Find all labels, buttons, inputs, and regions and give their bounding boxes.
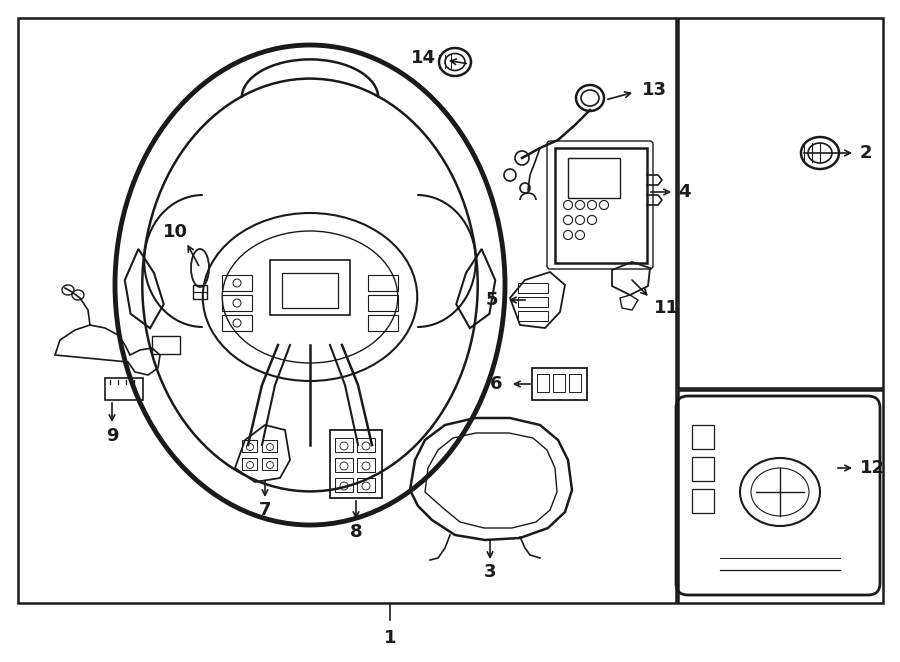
Text: 2: 2 <box>860 144 872 162</box>
Bar <box>692 457 714 481</box>
Text: 3: 3 <box>484 563 496 581</box>
Bar <box>242 440 257 452</box>
Bar <box>335 438 353 452</box>
Text: 8: 8 <box>350 523 363 541</box>
Text: 11: 11 <box>654 299 679 317</box>
Bar <box>532 368 587 400</box>
Bar <box>518 283 548 293</box>
Bar <box>537 374 549 392</box>
Bar <box>357 438 375 452</box>
Bar <box>262 458 277 470</box>
Bar <box>569 374 581 392</box>
Bar <box>678 18 883 388</box>
Bar <box>222 295 252 311</box>
Bar <box>335 478 353 492</box>
Bar <box>518 297 548 307</box>
Text: 7: 7 <box>259 501 271 519</box>
Text: 4: 4 <box>678 183 690 201</box>
Bar <box>222 275 252 291</box>
Bar <box>335 458 353 472</box>
Bar <box>368 275 398 291</box>
Text: 12: 12 <box>860 459 885 477</box>
Text: 13: 13 <box>642 81 667 99</box>
Text: 10: 10 <box>163 223 187 241</box>
Bar <box>357 478 375 492</box>
Bar <box>18 18 676 603</box>
Bar <box>357 458 375 472</box>
Text: 5: 5 <box>485 291 498 309</box>
Bar <box>330 430 382 498</box>
Bar <box>152 336 180 354</box>
Bar <box>282 273 338 308</box>
Bar <box>692 425 714 449</box>
Text: 6: 6 <box>490 375 502 393</box>
Text: 1: 1 <box>383 629 396 647</box>
Bar <box>678 390 883 603</box>
Bar <box>368 315 398 331</box>
Bar <box>555 148 647 263</box>
Bar <box>553 374 565 392</box>
Bar <box>518 311 548 321</box>
Bar <box>193 285 207 299</box>
Bar <box>270 260 350 315</box>
Bar <box>222 315 252 331</box>
Bar <box>262 440 277 452</box>
Bar <box>242 458 257 470</box>
Text: 9: 9 <box>106 427 118 445</box>
Bar <box>692 489 714 513</box>
Bar <box>368 295 398 311</box>
Text: 14: 14 <box>411 49 436 67</box>
Bar <box>568 158 620 198</box>
Bar <box>105 378 143 400</box>
